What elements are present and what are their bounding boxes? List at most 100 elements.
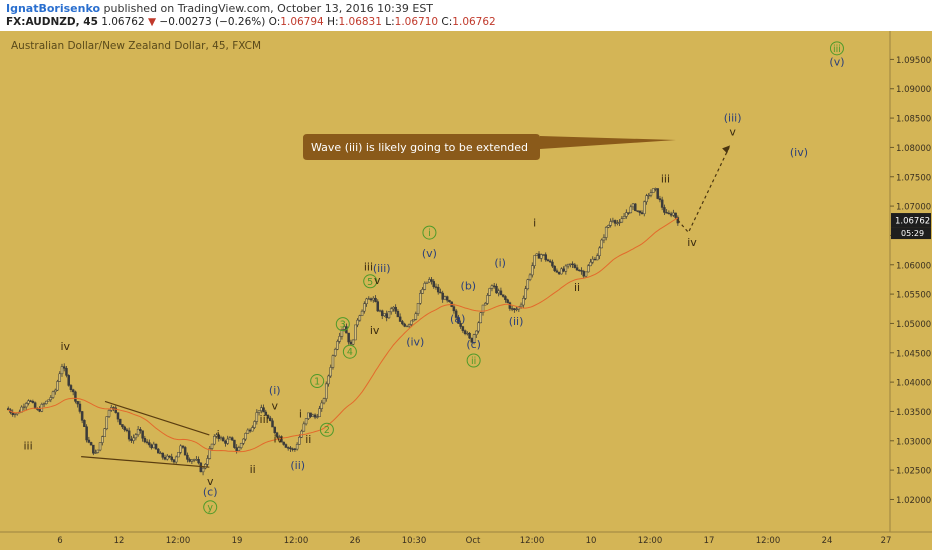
candle [150,444,153,449]
candle [116,412,120,420]
candle [660,199,664,208]
candle [477,322,480,332]
candle [6,408,10,411]
candle [136,428,140,436]
x-tick-label: 12:00 [520,536,545,546]
wave-label: i [533,217,536,230]
candle [322,398,326,404]
candle [602,237,606,241]
candle [170,456,173,460]
candle [125,429,129,432]
candle [98,442,102,451]
candle [499,290,503,295]
candle [667,212,671,215]
candle [360,310,364,316]
wave-label: ii [574,281,580,294]
y-tick-label: 1.04000 [896,379,931,389]
candle [573,264,577,268]
close-value: 1.06762 [452,16,496,28]
candle [419,293,422,304]
countdown-text: 05:29 [901,229,924,238]
candle [425,281,429,284]
candle [542,254,545,256]
candle [235,447,238,451]
candle [127,430,131,440]
candle [192,459,196,461]
candle [13,413,17,416]
candle [62,366,66,369]
candle [280,436,283,443]
candle [405,325,409,328]
wave-label: 2 [324,425,330,436]
candle [228,437,232,440]
candle [483,303,487,306]
candle [293,448,297,450]
candle [143,437,147,443]
candle [58,373,61,382]
candle [439,291,442,294]
candle [367,298,371,300]
wave-label: iii [661,173,670,186]
candle [145,441,149,443]
candle [582,271,586,277]
author-link[interactable]: IgnatBorisenko [6,2,101,15]
plot-area[interactable] [0,31,932,550]
candle [284,444,288,448]
x-tick-label: 17 [704,536,715,546]
wave-label: (iv) [790,146,808,159]
candle [134,434,138,439]
candle [548,260,552,263]
candle [71,389,75,393]
candle [210,443,214,449]
candle [569,263,572,265]
candle [206,458,209,465]
trendline-lower [81,456,210,468]
x-tick-label: 12:00 [638,536,663,546]
candle [199,462,203,473]
candle [472,334,476,343]
candle [168,455,171,458]
open-value: 1.06794 [280,16,324,28]
x-tick-label: 12:00 [284,536,309,546]
x-tick-label: 19 [232,536,243,546]
y-tick-label: 1.09000 [896,85,931,95]
candle [461,326,465,331]
candle [600,239,603,249]
candle [508,302,512,309]
candle [423,283,427,290]
candle [103,428,106,437]
candle [282,441,285,445]
candle [358,315,362,321]
wave-label: (v) [829,55,844,68]
candle [74,391,77,402]
candle [622,216,626,220]
wave-label: 1 [314,377,320,388]
candle [38,409,41,412]
wave-label: i [217,428,220,441]
candle [356,319,359,326]
candle [389,308,393,313]
candle [42,403,46,405]
candle [67,375,70,386]
candle [468,332,471,339]
candle [27,400,30,404]
candle [246,429,250,434]
candle [112,407,115,409]
candle [320,402,324,409]
candle [445,296,449,301]
candle [607,225,610,228]
candle [213,436,216,445]
candle [640,212,644,215]
candle [513,308,516,311]
candle [642,201,646,215]
last-price-tag-text: 1.06762 [895,217,930,227]
candle [101,436,104,443]
candle [226,438,229,444]
candle [663,207,666,213]
symbol-label: FX:AUDNZD, 45 [6,16,98,28]
wave-label: v [271,400,278,413]
candle [154,443,158,450]
wave-label-circle [466,353,481,368]
candle [533,255,536,266]
